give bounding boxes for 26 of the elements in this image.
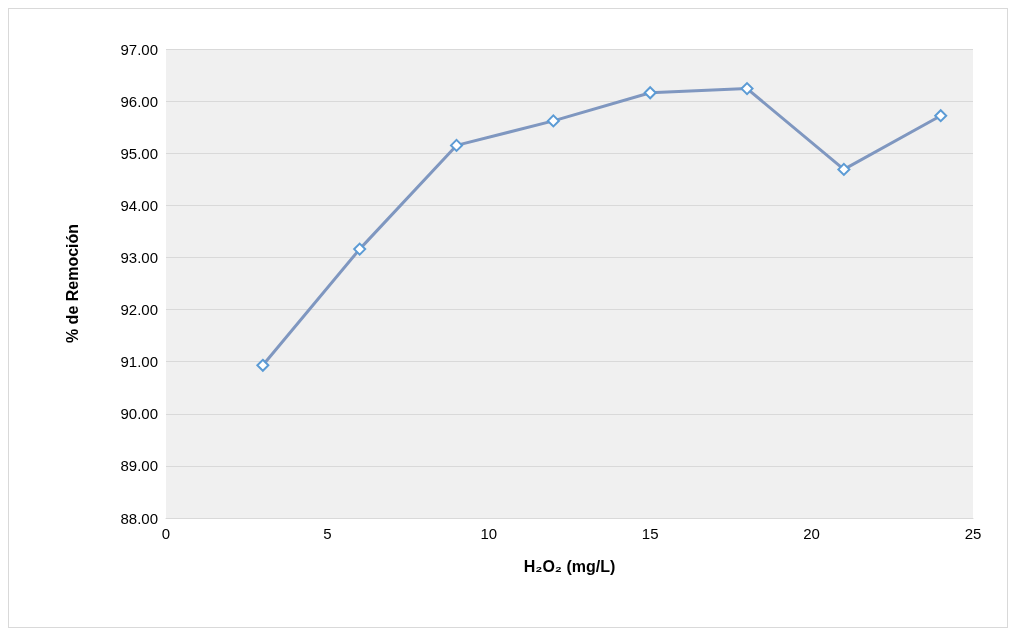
x-tick-label: 15 [641, 525, 659, 542]
y-tick-label: 93.00 [120, 248, 158, 266]
y-tick-label: 95.00 [120, 144, 158, 162]
point [934, 109, 948, 123]
point [450, 138, 464, 152]
x-tick-label: 5 [323, 525, 332, 542]
y-tick-label: 94.00 [120, 196, 158, 214]
y-tick-label: 97.00 [120, 40, 158, 58]
y-tick-label: 89.00 [120, 457, 158, 475]
x-tick-label: 0 [161, 525, 171, 542]
y-tick-label: 90.00 [120, 405, 158, 423]
x-tick-label: 20 [803, 525, 820, 542]
y-tick-label: 88.00 [120, 509, 158, 527]
y-tick-label: 91.00 [120, 353, 158, 371]
point [353, 242, 367, 256]
y-axis-title: % de Remoción [63, 223, 81, 344]
point [643, 86, 657, 100]
point [256, 358, 270, 372]
y-tick-label: 92.00 [120, 301, 158, 319]
point [837, 162, 851, 176]
x-tick-label: 25 [964, 525, 982, 542]
x-axis-title: H₂O₂ (mg/L) [523, 557, 616, 575]
y-tick-label: 96.00 [120, 92, 158, 110]
x-tick-label: 10 [480, 525, 498, 542]
point [740, 82, 754, 96]
point [546, 114, 560, 128]
